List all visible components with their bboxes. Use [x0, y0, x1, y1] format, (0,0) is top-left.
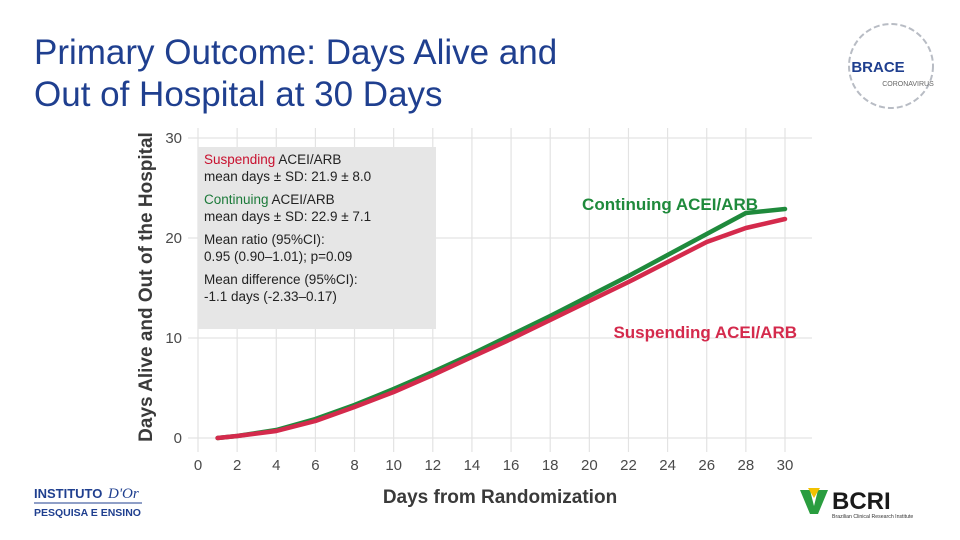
stat-ratio-detail: 0.95 (0.90–1.01); p=0.09	[204, 249, 353, 264]
stat-continuing-name: Continuing	[204, 192, 269, 207]
x-tick-10: 10	[385, 457, 402, 474]
x-tick-6: 6	[311, 457, 319, 474]
brace-logo-subtext: CORONAVIRUS	[882, 81, 934, 88]
stat-ratio-label: Mean ratio (95%CI):	[204, 232, 325, 247]
x-tick-12: 12	[424, 457, 441, 474]
y-tick-labels: 0 10 20 30	[165, 130, 182, 447]
ido-logo-line2: PESQUISA E ENSINO	[34, 507, 141, 519]
x-tick-24: 24	[659, 457, 676, 474]
x-tick-26: 26	[698, 457, 715, 474]
stat-suspending: Suspending ACEI/ARB mean days ± SD: 21.9…	[204, 151, 430, 185]
x-tick-4: 4	[272, 457, 280, 474]
series-line-suspending	[215, 216, 788, 441]
title-line-2: Out of Hospital at 30 Days	[34, 75, 443, 114]
stat-difference-label: Mean difference (95%CI):	[204, 272, 358, 287]
slide-title: Primary Outcome: Days Alive and Out of H…	[34, 32, 734, 116]
x-tick-28: 28	[738, 457, 755, 474]
stat-suspending-detail: mean days ± SD: 21.9 ± 8.0	[204, 169, 372, 184]
stat-difference: Mean difference (95%CI): -1.1 days (-2.3…	[204, 271, 430, 305]
stats-box: Suspending ACEI/ARB mean days ± SD: 21.9…	[198, 147, 436, 329]
x-tick-8: 8	[350, 457, 358, 474]
x-tick-0: 0	[194, 457, 202, 474]
bcri-logo-text: BCRI	[832, 488, 891, 515]
x-tick-labels: 0 2 4 6 8 10 12 14 16 18 20 22 24 26 28 30	[194, 457, 794, 474]
x-tick-14: 14	[464, 457, 481, 474]
series-lines	[215, 206, 788, 441]
brace-gear-icon	[848, 23, 934, 109]
instituto-dor-logo: INSTITUTO D'Or PESQUISA E ENSINO	[34, 486, 142, 519]
x-tick-30: 30	[777, 457, 794, 474]
x-axis-label: Days from Randomization	[383, 487, 617, 508]
series-label-continuing: Continuing ACEI/ARB	[582, 195, 758, 214]
stat-suspending-name: Suspending	[204, 152, 276, 167]
stat-continuing-suffix: ACEI/ARB	[268, 192, 335, 207]
stat-difference-detail: -1.1 days (-2.33–0.17)	[204, 289, 337, 304]
x-tick-18: 18	[542, 457, 559, 474]
x-tick-20: 20	[581, 457, 598, 474]
y-tick-10: 10	[165, 330, 182, 347]
x-tick-22: 22	[620, 457, 637, 474]
bcri-logo: BCRI Brazilian Clinical Research Institu…	[800, 488, 913, 520]
stat-ratio: Mean ratio (95%CI): 0.95 (0.90–1.01); p=…	[204, 231, 430, 265]
x-tick-16: 16	[503, 457, 520, 474]
y-tick-20: 20	[165, 230, 182, 247]
stat-suspending-suffix: ACEI/ARB	[275, 152, 342, 167]
x-tick-2: 2	[233, 457, 241, 474]
title-line-1: Primary Outcome: Days Alive and	[34, 33, 558, 72]
brace-logo-text: BRACE	[851, 59, 904, 76]
y-tick-0: 0	[174, 430, 182, 447]
series-label-suspending: Suspending ACEI/ARB	[613, 323, 797, 342]
bcri-emblem-yellow-icon	[808, 488, 820, 498]
y-tick-30: 30	[165, 130, 182, 147]
bcri-emblem-green-icon	[800, 490, 828, 514]
brace-logo: BRACE CORONAVIRUS	[848, 23, 934, 109]
ido-logo-script: D'Or	[107, 486, 139, 502]
y-axis-label: Days Alive and Out of the Hospital	[136, 132, 157, 442]
ido-logo-line1: INSTITUTO	[34, 486, 102, 501]
stat-continuing-detail: mean days ± SD: 22.9 ± 7.1	[204, 209, 372, 224]
bcri-logo-subtext: Brazilian Clinical Research Institute	[832, 514, 913, 520]
stat-continuing: Continuing ACEI/ARB mean days ± SD: 22.9…	[204, 191, 430, 225]
